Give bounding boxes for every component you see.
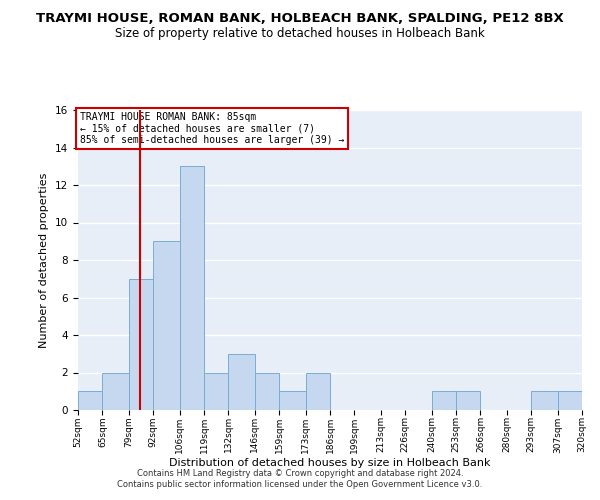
Bar xyxy=(557,391,582,410)
Bar xyxy=(531,391,557,410)
Bar xyxy=(431,391,456,410)
Bar xyxy=(582,372,600,410)
Bar xyxy=(456,391,481,410)
X-axis label: Distribution of detached houses by size in Holbeach Bank: Distribution of detached houses by size … xyxy=(169,458,491,468)
Bar xyxy=(179,166,204,410)
Text: Size of property relative to detached houses in Holbeach Bank: Size of property relative to detached ho… xyxy=(115,28,485,40)
Bar xyxy=(204,372,229,410)
Bar xyxy=(78,391,103,410)
Bar xyxy=(305,372,330,410)
Bar xyxy=(103,372,129,410)
Text: Contains public sector information licensed under the Open Government Licence v3: Contains public sector information licen… xyxy=(118,480,482,489)
Bar xyxy=(129,279,153,410)
Bar xyxy=(153,242,179,410)
Bar xyxy=(279,391,305,410)
Text: TRAYMI HOUSE ROMAN BANK: 85sqm
← 15% of detached houses are smaller (7)
85% of s: TRAYMI HOUSE ROMAN BANK: 85sqm ← 15% of … xyxy=(80,112,344,145)
Text: TRAYMI HOUSE, ROMAN BANK, HOLBEACH BANK, SPALDING, PE12 8BX: TRAYMI HOUSE, ROMAN BANK, HOLBEACH BANK,… xyxy=(36,12,564,26)
Bar xyxy=(255,372,279,410)
Y-axis label: Number of detached properties: Number of detached properties xyxy=(40,172,49,348)
Text: Contains HM Land Registry data © Crown copyright and database right 2024.: Contains HM Land Registry data © Crown c… xyxy=(137,468,463,477)
Bar xyxy=(229,354,255,410)
